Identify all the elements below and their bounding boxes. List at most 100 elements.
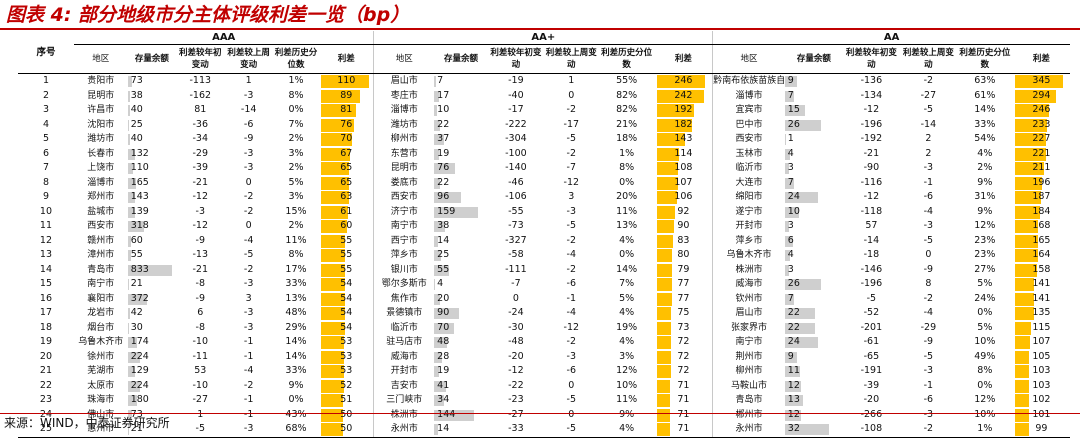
- cell-balance: 96: [434, 190, 488, 205]
- table-row: 7 上饶市 110 -39 -3 2% 65 昆明市 76 -140 -7 8% 108 临沂市 3 -90 -…: [18, 161, 1070, 176]
- cell-wow-change: -12: [563, 176, 580, 188]
- cell-balance: 26: [784, 118, 843, 133]
- cell-wow-change: -3: [566, 350, 577, 362]
- cell-spread: 50: [319, 408, 374, 423]
- balance-value: 14: [437, 234, 450, 246]
- balance-value: 73: [130, 408, 143, 420]
- cell-wow-change: -7: [566, 162, 577, 173]
- balance-bar: [784, 293, 795, 305]
- cell-wow-change: 3: [568, 191, 575, 202]
- cell-spread: 196: [1013, 176, 1070, 191]
- row-index: 2: [42, 89, 49, 101]
- spread-value: 79: [677, 263, 690, 275]
- cell-wow-change: -1: [923, 379, 934, 391]
- cell-spread: 73: [655, 321, 713, 336]
- cell-spread: 192: [655, 103, 713, 118]
- cell-ytd-change: -304: [505, 133, 527, 144]
- cell-spread: 50: [319, 422, 374, 438]
- column-header-region: 地区: [373, 44, 435, 74]
- cell-wow-change: -27: [920, 89, 937, 101]
- balance-bar: [434, 395, 444, 406]
- cell-ytd-change: -9: [195, 292, 206, 304]
- cell-wow-change: -6: [923, 394, 934, 405]
- balance-value: 22: [787, 321, 800, 333]
- spread-value: 242: [674, 89, 693, 101]
- cell-spread: 54: [319, 321, 374, 336]
- row-index: 15: [39, 278, 52, 289]
- cell-region: 徐州市: [87, 351, 115, 362]
- spread-bar: [1014, 292, 1035, 306]
- balance-value: 28: [437, 350, 450, 362]
- cell-ytd-change: -17: [508, 104, 524, 115]
- spread-bar: [656, 394, 671, 407]
- cell-region: 荆州市: [712, 349, 785, 364]
- balance-bar: [434, 351, 442, 363]
- cell-balance: 22: [434, 176, 488, 191]
- cell-balance: 70: [434, 321, 488, 336]
- cell-wow-change: -3: [923, 162, 934, 173]
- spread-value: 65: [340, 176, 353, 188]
- cell-balance: 73: [127, 408, 176, 423]
- cell-balance: 41: [434, 379, 488, 394]
- spread-value: 294: [1032, 89, 1051, 101]
- spread-bar: [321, 104, 357, 117]
- balance-bar: [434, 409, 475, 421]
- balance-value: 3: [787, 162, 794, 173]
- balance-value: 3: [787, 220, 794, 231]
- cell-region: 淄博市: [87, 177, 115, 188]
- cell-wow-change: 1: [245, 75, 252, 86]
- spread-bar: [1014, 278, 1035, 291]
- cell-wow-change: -14: [920, 118, 937, 130]
- cell-balance: 165: [127, 176, 176, 191]
- balance-bar: [127, 264, 172, 276]
- cell-spread: 227: [1013, 132, 1070, 147]
- cell-wow-change: 2: [925, 147, 932, 159]
- cell-ytd-change: -73: [508, 220, 524, 231]
- column-header-wow-change: 利差较上周变动: [899, 44, 957, 74]
- cell-region: 遂宁市: [712, 204, 785, 219]
- spread-bar: [321, 350, 345, 364]
- balance-bar: [127, 235, 131, 247]
- spread-bar: [1014, 176, 1043, 190]
- cell-percentile: 10%: [974, 408, 996, 420]
- cell-region: 柳州市: [373, 132, 435, 147]
- cell-balance: 21: [127, 277, 176, 292]
- balance-value: 165: [130, 176, 149, 188]
- table-row: 11 西安市 318 -12 0 2% 60 南宁市 38 -73 -5 13% 90 开封市 3 57 -3 1…: [18, 219, 1070, 234]
- cell-percentile: 21%: [616, 118, 638, 130]
- spread-bar: [321, 278, 345, 291]
- balance-bar: [127, 366, 135, 377]
- cell-spread: 108: [655, 161, 713, 176]
- cell-region: 青岛市: [87, 264, 115, 275]
- balance-value: 224: [130, 379, 149, 391]
- cell-wow-change: -6: [566, 365, 577, 376]
- cell-balance: 4: [784, 248, 843, 263]
- cell-balance: 7: [434, 74, 488, 89]
- cell-percentile: 3%: [619, 350, 635, 362]
- cell-spread: 103: [1013, 379, 1070, 394]
- cell-percentile: 54%: [974, 133, 996, 144]
- column-header-row: 地区 存量余额 利差较年初变动 利差较上周变动 利差历史分位数 利差 地区 存量余额 利差较年初…: [18, 44, 1070, 74]
- cell-balance: 37: [434, 132, 488, 147]
- cell-percentile: 68%: [272, 422, 320, 438]
- spread-bar: [1014, 75, 1063, 88]
- cell-balance: 26: [784, 277, 843, 292]
- row-index: 14: [39, 263, 52, 275]
- cell-balance: 20: [434, 292, 488, 307]
- cell-balance: 110: [127, 161, 176, 176]
- cell-balance: 11: [784, 364, 843, 379]
- cell-ytd-change: -90: [863, 162, 880, 173]
- spread-bar: [656, 133, 685, 146]
- column-header-region: 地区: [712, 44, 785, 74]
- cell-region: 银川市: [373, 262, 435, 277]
- cell-region: 珠海市: [87, 395, 115, 405]
- balance-bar: [127, 322, 130, 334]
- cell-region: 临沂市: [373, 320, 435, 335]
- cell-wow-change: -2: [243, 379, 254, 391]
- cell-balance: 224: [127, 350, 176, 365]
- row-index: 23: [39, 394, 52, 405]
- cell-wow-change: 8: [925, 278, 932, 289]
- balance-value: 25: [130, 118, 143, 130]
- cell-balance: 224: [127, 379, 176, 394]
- cell-percentile: 3%: [288, 147, 304, 159]
